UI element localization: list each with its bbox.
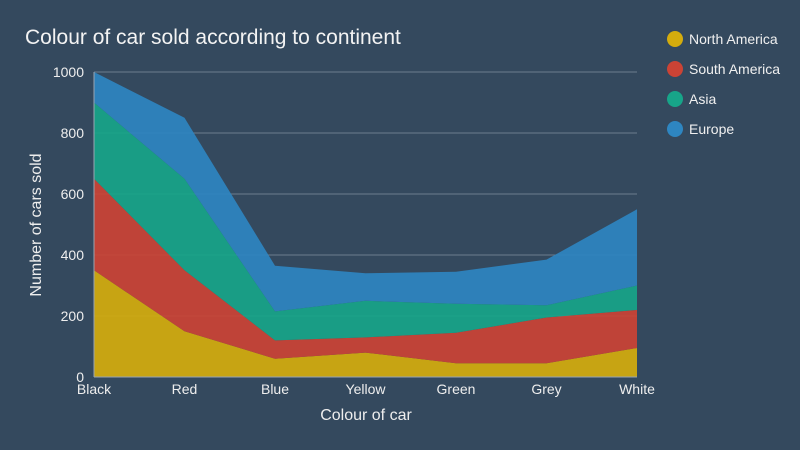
area-north-america[interactable] [94,270,637,377]
legend-item-north-america[interactable]: North America [667,24,780,54]
legend-swatch [667,31,683,47]
y-tick-label: 800 [61,125,85,141]
x-tick-label: Yellow [346,381,387,397]
x-tick-label: Black [77,381,112,397]
legend-item-south-america[interactable]: South America [667,54,780,84]
x-tick-label: Blue [261,381,289,397]
legend-label: Europe [689,121,735,137]
legend-item-asia[interactable]: Asia [667,84,780,114]
y-axis-title: Number of cars sold [28,153,45,296]
x-tick-label: Red [172,381,198,397]
area-series-layer [94,72,637,377]
area-asia[interactable] [94,102,637,341]
y-tick-label: 0 [76,369,84,385]
x-tick-labels: Black Red Blue Yellow Green Grey White [77,381,655,397]
y-tick-label: 400 [61,247,85,263]
area-europe[interactable] [94,72,637,312]
legend-label: Asia [689,91,717,107]
legend-label: North America [689,31,778,47]
legend-swatch [667,121,683,137]
legend: North America South America Asia Europe [667,24,780,144]
y-tick-label: 600 [61,186,85,202]
y-tick-labels: 0 200 400 600 800 1000 [53,64,84,385]
x-axis-title: Colour of car [320,407,412,424]
legend-item-europe[interactable]: Europe [667,114,780,144]
y-tick-label: 200 [61,308,85,324]
axes [93,72,637,378]
legend-swatch [667,91,683,107]
y-tick-label: 1000 [53,64,84,80]
chart-title: Colour of car sold according to continen… [25,26,401,49]
area-south-america[interactable] [94,178,637,364]
x-tick-label: Grey [531,381,561,397]
x-tick-label: Green [437,381,476,397]
legend-label: South America [689,61,781,77]
legend-swatch [667,61,683,77]
x-tick-label: White [619,381,655,397]
